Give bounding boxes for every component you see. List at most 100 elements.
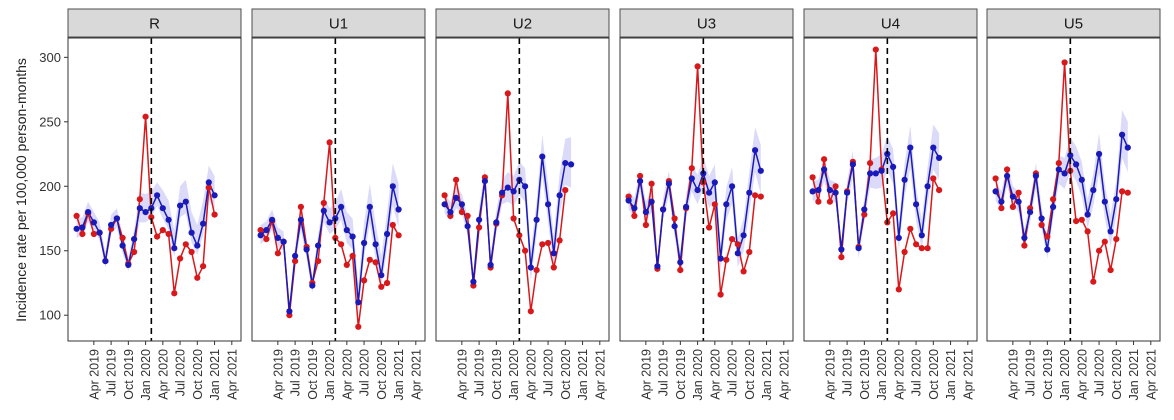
observed-point [355, 323, 362, 330]
expected-point [1067, 152, 1074, 159]
observed-point [263, 236, 270, 243]
expected-point [688, 175, 695, 182]
observed-point [366, 256, 373, 263]
observed-point [349, 252, 356, 259]
facet-strip-label: U1 [329, 16, 348, 33]
expected-point [113, 215, 120, 222]
expected-point [723, 201, 730, 208]
x-tick-label: Jul 2019 [473, 349, 487, 396]
observed-point [826, 198, 834, 205]
x-tick-label: Oct 2019 [858, 349, 872, 400]
expected-point [809, 188, 816, 195]
expected-point [637, 178, 644, 185]
x-tick-label: Jul 2020 [174, 349, 188, 396]
expected-point [539, 153, 546, 160]
x-tick-label: Apr 2021 [225, 349, 239, 400]
expected-point [309, 282, 316, 289]
expected-point [1044, 246, 1051, 253]
expected-point [740, 232, 747, 239]
observed-point [729, 236, 736, 243]
expected-point [343, 227, 350, 234]
observed-point [79, 230, 86, 238]
expected-point [734, 250, 741, 257]
observed-point [274, 250, 281, 257]
expected-point [1015, 198, 1022, 205]
x-tick-label: Apr 2020 [1075, 349, 1089, 400]
x-tick-label: Oct 2020 [1110, 349, 1124, 400]
facet-strip [803, 8, 978, 38]
expected-point [907, 144, 914, 151]
observed-point [1015, 189, 1022, 196]
expected-point [257, 232, 264, 239]
observed-point [694, 63, 701, 70]
observed-point [677, 267, 684, 274]
facet-strip-label: R [149, 16, 160, 33]
observed-point [516, 232, 523, 239]
observed-point [510, 215, 517, 222]
x-tick-label: Apr 2019 [639, 349, 653, 400]
expected-point [683, 203, 690, 210]
expected-point [384, 230, 391, 238]
observed-point [918, 245, 925, 252]
expected-point [878, 167, 885, 174]
observed-point [136, 196, 143, 203]
x-tick-label: Jan 2020 [139, 349, 153, 400]
expected-point [194, 242, 201, 249]
observed-point [200, 263, 207, 270]
x-tick-label: Oct 2019 [306, 349, 320, 400]
expected-point [757, 167, 764, 174]
expected-point [752, 147, 759, 154]
expected-point [1107, 228, 1114, 235]
expected-point [890, 163, 897, 170]
observed-point [395, 232, 402, 239]
expected-point [504, 184, 511, 191]
expected-point [378, 272, 385, 279]
observed-point [757, 193, 764, 200]
observed-point [1050, 196, 1057, 203]
observed-point [1061, 59, 1068, 66]
expected-point [481, 178, 488, 185]
expected-point [746, 189, 753, 196]
observed-point [1107, 267, 1114, 274]
expected-point [1119, 131, 1126, 138]
observed-point [504, 90, 511, 97]
expected-point [821, 166, 828, 173]
expected-point [96, 229, 103, 236]
x-tick-label: Apr 2019 [455, 349, 469, 400]
expected-point [263, 227, 270, 234]
expected-point [533, 216, 540, 223]
x-tick-label: Jan 2020 [875, 349, 889, 400]
expected-point [1073, 161, 1080, 168]
observed-point [688, 165, 695, 172]
facet-strip [986, 8, 1161, 38]
observed-point [550, 264, 557, 271]
x-tick-label: Apr 2020 [156, 349, 170, 400]
observed-point [734, 241, 741, 248]
observed-point [142, 113, 149, 120]
observed-point [545, 239, 552, 247]
x-tick-label: Apr 2020 [340, 349, 354, 400]
expected-point [211, 192, 218, 199]
x-tick-label: Oct 2020 [191, 349, 205, 400]
x-tick-label: Apr 2021 [961, 349, 975, 400]
observed-point [1124, 189, 1131, 196]
observed-point [1101, 238, 1108, 245]
expected-point [936, 154, 943, 161]
x-tick-label: Jan 2020 [323, 349, 337, 400]
expected-point [315, 242, 322, 249]
x-tick-label: Jul 2019 [105, 349, 119, 396]
x-tick-label: Apr 2020 [892, 349, 906, 400]
observed-point [1004, 166, 1011, 173]
observed-point [936, 187, 943, 194]
expected-point [355, 299, 362, 306]
expected-point [142, 209, 149, 216]
expected-point [671, 223, 678, 230]
facet-strip [435, 8, 610, 38]
observed-point [464, 212, 471, 219]
expected-point [73, 225, 80, 232]
expected-point [1078, 176, 1085, 183]
expected-point [729, 183, 736, 190]
observed-point [637, 172, 644, 180]
expected-point [297, 216, 304, 223]
